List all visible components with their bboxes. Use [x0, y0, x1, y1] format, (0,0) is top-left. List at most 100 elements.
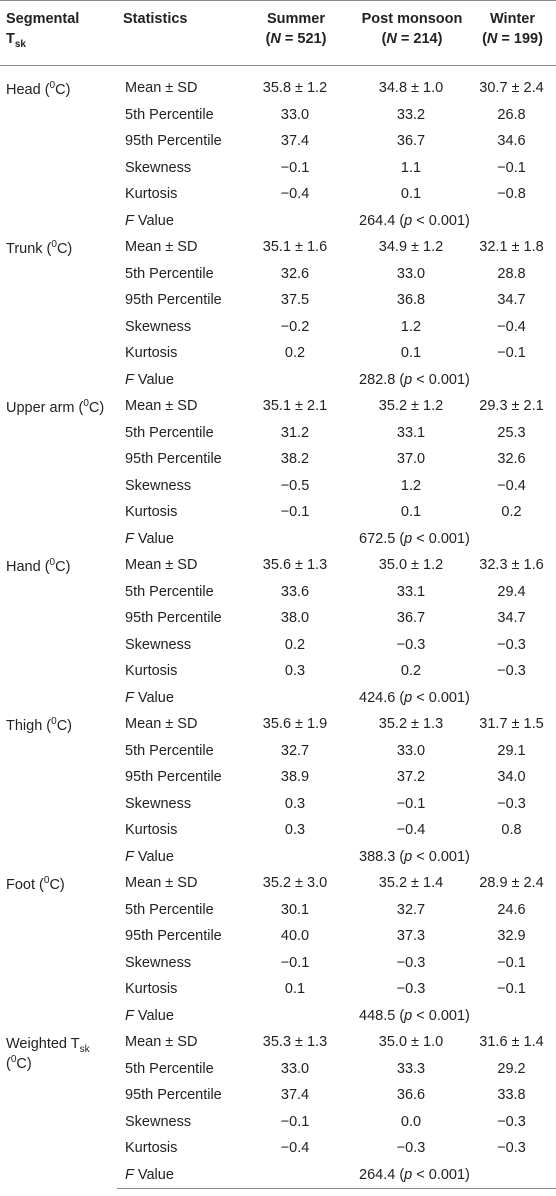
text-part: < 0.001): [412, 212, 470, 229]
cell-text: 32.7: [280, 742, 310, 759]
cell-text: Skewness: [125, 159, 192, 176]
value-cell: 25.3: [467, 420, 556, 447]
cell-text: 0.2: [284, 345, 306, 362]
cell-text: 32.1 ± 1.8: [479, 239, 544, 256]
empty-cell: [235, 685, 355, 712]
cell-text: 0.2: [400, 663, 422, 680]
text-part: C): [49, 877, 65, 893]
table-row: F Value 424.6 (p < 0.001): [0, 685, 556, 712]
text-part: p: [404, 848, 413, 865]
text-part: 0: [49, 557, 56, 569]
table-row: F Value 672.5 (p < 0.001): [0, 526, 556, 553]
text-part: 672.5 (: [359, 530, 405, 547]
value-cell: 30.1: [235, 897, 355, 924]
cell-text: 33.0: [396, 742, 426, 759]
cell-text: −0.1: [497, 981, 526, 998]
value-cell: 35.2 ± 1.3: [355, 711, 467, 738]
text-part: C): [16, 1056, 32, 1072]
cell-text: 95th Percentile: [125, 451, 222, 468]
text-part: 424.6 (: [359, 689, 405, 706]
cell-text: 5th Percentile: [125, 265, 214, 282]
cell-text: 31.6 ± 1.4: [479, 1034, 544, 1051]
statistic-label: 95th Percentile: [117, 128, 235, 155]
cell-text: 33.1: [396, 583, 426, 600]
table-row: Foot (0C) Mean ± SD 35.2 ± 3.0 35.2 ± 1.4 28…: [0, 870, 556, 897]
statistic-label: Skewness: [117, 632, 235, 659]
text-part: 0: [51, 239, 57, 251]
cell-text: −0.1: [280, 159, 310, 176]
statistic-label: F Value: [117, 367, 235, 394]
value-cell: 37.4: [235, 128, 355, 155]
cell-text: Skewness: [125, 636, 192, 653]
text-part: (: [265, 31, 271, 47]
cell-text: −0.3: [497, 795, 526, 812]
value-cell: 0.2: [355, 658, 467, 685]
statistic-label: 95th Percentile: [117, 605, 235, 632]
cell-text: 32.7: [396, 901, 426, 918]
value-cell: −0.1: [467, 155, 556, 182]
cell-text: 34.7: [497, 292, 526, 309]
cell-text: −0.3: [497, 1113, 526, 1130]
table-row: 5th Percentile 33.6 33.1 29.4: [0, 579, 556, 606]
cell-text: 1.1: [400, 159, 422, 176]
text-part: Value: [133, 1007, 174, 1024]
cell-text: Kurtosis: [125, 504, 178, 521]
cell-text: 36.8: [396, 292, 426, 309]
cell-text: 95th Percentile: [125, 928, 222, 945]
f-value: 424.6 (p < 0.001): [355, 685, 470, 712]
table-row: Upper arm (0C) Mean ± SD 35.1 ± 2.1 35.2 ± …: [0, 393, 556, 420]
value-cell: 35.2 ± 1.2: [355, 393, 467, 420]
statistic-label: 95th Percentile: [117, 923, 235, 950]
cell-text: −0.3: [497, 636, 526, 653]
cell-text: Skewness: [125, 1113, 192, 1130]
cell-text: 1.2: [400, 477, 422, 494]
header-line: (N = 214): [361, 29, 463, 49]
empty-cell: [467, 526, 556, 553]
text-part: 264.4 (: [359, 1166, 405, 1183]
text-part: Value: [133, 212, 174, 229]
cell-text: 5th Percentile: [125, 424, 214, 441]
statistic-label: 5th Percentile: [117, 579, 235, 606]
cell-text: 37.2: [396, 769, 426, 786]
cell-text: Kurtosis: [125, 663, 178, 680]
cell-text: Kurtosis: [125, 822, 178, 839]
text-part: N: [270, 31, 281, 47]
value-cell: 0.1: [355, 499, 467, 526]
cell-text: 25.3: [497, 424, 526, 441]
statistic-label: Mean ± SD: [117, 66, 235, 102]
cell-text: 29.3 ± 2.1: [479, 398, 544, 415]
cell-text: 0.2: [284, 636, 306, 653]
value-cell: 33.1: [355, 420, 467, 447]
text-part: p: [404, 1007, 413, 1024]
cell-text: 34.9 ± 1.2: [378, 239, 444, 256]
value-cell: 35.1 ± 2.1: [235, 393, 355, 420]
table-row: Kurtosis 0.2 0.1 −0.1: [0, 340, 556, 367]
value-cell: 34.8 ± 1.0: [355, 66, 467, 102]
cell-text: −0.3: [396, 1140, 426, 1157]
text-part: Value: [133, 371, 174, 388]
value-cell: 32.7: [355, 897, 467, 924]
value-cell: 38.0: [235, 605, 355, 632]
value-cell: 0.1: [355, 340, 467, 367]
cell-text: Kurtosis: [125, 981, 178, 998]
table-row: F Value 388.3 (p < 0.001): [0, 844, 556, 871]
cell-text: 95th Percentile: [125, 769, 222, 786]
cell-text: −0.4: [497, 477, 526, 494]
cell-text: 38.0: [280, 610, 310, 627]
cell-text: 40.0: [280, 928, 310, 945]
value-cell: −0.1: [235, 155, 355, 182]
cell-text: 28.8: [497, 265, 526, 282]
cell-text: Mean ± SD: [125, 1034, 198, 1051]
statistic-label: Mean ± SD: [117, 393, 235, 420]
text-part: C): [88, 400, 105, 416]
text-part: N: [486, 31, 498, 47]
cell-text: 32.6: [280, 265, 310, 282]
f-value: 672.5 (p < 0.001): [355, 526, 470, 553]
group-label: Trunk (0C): [0, 234, 117, 393]
empty-cell: [235, 1003, 355, 1030]
cell-text: 37.4: [280, 133, 310, 150]
empty-cell: [467, 367, 556, 394]
cell-text: −0.3: [396, 954, 426, 971]
cell-text: −0.8: [497, 186, 526, 203]
table-header: Segmental Tsk Statistics Summer (N = 521) Pos…: [0, 0, 556, 66]
